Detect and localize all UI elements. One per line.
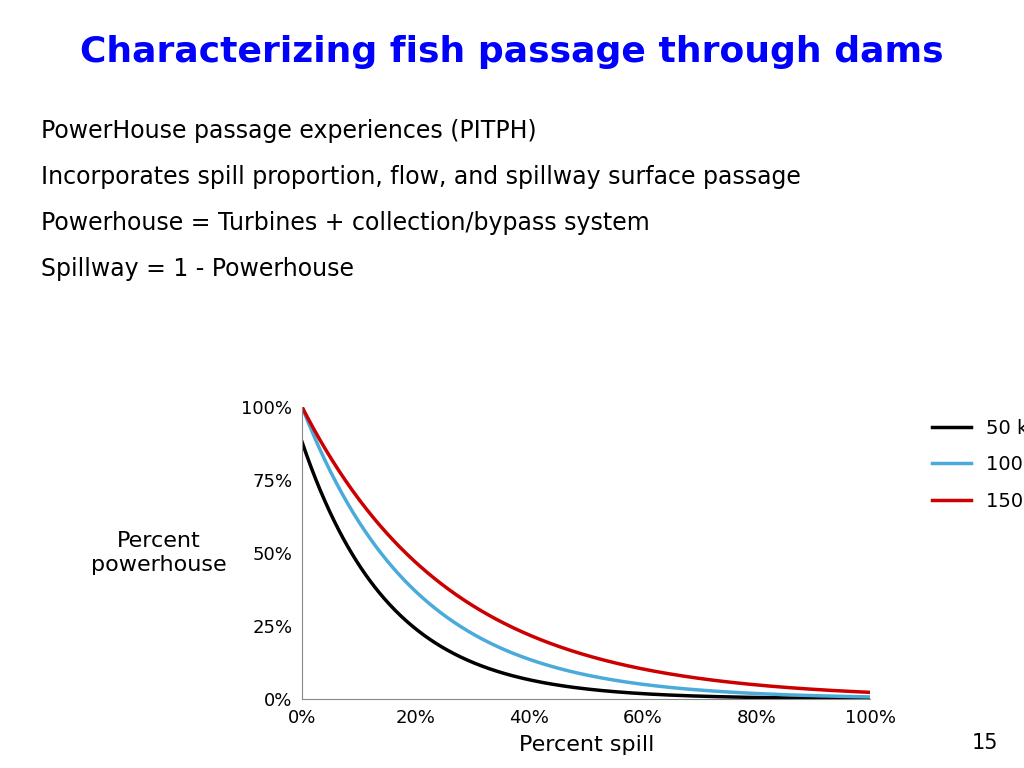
Text: 15: 15 [972, 733, 998, 753]
Text: Incorporates spill proportion, flow, and spillway surface passage: Incorporates spill proportion, flow, and… [41, 165, 801, 189]
Text: Percent
powerhouse: Percent powerhouse [91, 531, 226, 574]
X-axis label: Percent spill: Percent spill [518, 735, 654, 755]
Text: PowerHouse passage experiences (PITPH): PowerHouse passage experiences (PITPH) [41, 119, 537, 143]
Text: Characterizing fish passage through dams: Characterizing fish passage through dams [80, 35, 944, 68]
Legend: 50 kcfs, 100 kcfs, 150 kcfs: 50 kcfs, 100 kcfs, 150 kcfs [924, 411, 1024, 518]
Text: Powerhouse = Turbines + collection/bypass system: Powerhouse = Turbines + collection/bypas… [41, 211, 649, 235]
Text: Spillway = 1 - Powerhouse: Spillway = 1 - Powerhouse [41, 257, 354, 281]
